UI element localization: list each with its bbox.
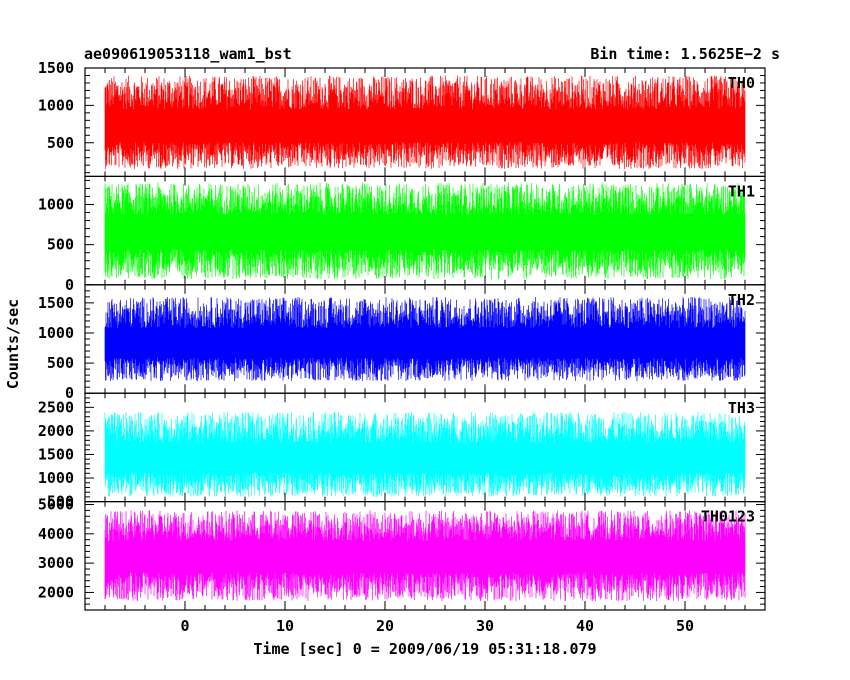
y-tick-label: 2000 bbox=[38, 583, 74, 601]
y-tick-label: 1500 bbox=[38, 445, 74, 463]
y-tick-label: 2500 bbox=[38, 398, 74, 416]
x-tick-label: 0 bbox=[180, 617, 189, 635]
y-tick-label: 0 bbox=[65, 276, 74, 294]
series-trace-th1 bbox=[104, 182, 746, 280]
series-trace-th2 bbox=[104, 296, 746, 382]
x-tick-label: 50 bbox=[676, 617, 694, 635]
x-tick-label: 10 bbox=[276, 617, 294, 635]
series-label-th0: TH0 bbox=[728, 74, 755, 92]
x-tick-label: 40 bbox=[576, 617, 594, 635]
y-tick-label: 1000 bbox=[38, 196, 74, 214]
y-tick-label: 1500 bbox=[38, 59, 74, 77]
series-label-th3: TH3 bbox=[728, 399, 755, 417]
title-right: Bin time: 1.5625E−2 s bbox=[590, 45, 780, 63]
x-axis-label: Time [sec] 0 = 2009/06/19 05:31:18.079 bbox=[253, 640, 596, 658]
series-trace-th3 bbox=[104, 412, 746, 497]
series-label-th2: TH2 bbox=[728, 291, 755, 309]
y-tick-label: 500 bbox=[47, 493, 74, 511]
x-tick-label: 30 bbox=[476, 617, 494, 635]
series-label-th0123: TH0123 bbox=[701, 508, 755, 526]
y-tick-label: 1000 bbox=[38, 469, 74, 487]
x-tick-label: 20 bbox=[376, 617, 394, 635]
y-tick-label: 5000 bbox=[38, 496, 74, 514]
y-tick-label: 500 bbox=[47, 236, 74, 254]
title-left: ae090619053118_wam1_bst bbox=[84, 45, 292, 63]
y-tick-label: 500 bbox=[47, 354, 74, 372]
y-tick-label: 1500 bbox=[38, 294, 74, 312]
series-trace-th0123 bbox=[104, 510, 746, 602]
y-tick-label: 2000 bbox=[38, 422, 74, 440]
y-axis-label: Counts/sec bbox=[4, 299, 22, 389]
y-tick-label: 500 bbox=[47, 134, 74, 152]
y-tick-label: 0 bbox=[65, 384, 74, 402]
y-tick-label: 3000 bbox=[38, 554, 74, 572]
y-tick-label: 1000 bbox=[38, 96, 74, 114]
series-label-th1: TH1 bbox=[728, 182, 755, 200]
y-tick-label: 4000 bbox=[38, 525, 74, 543]
y-tick-label: 1000 bbox=[38, 324, 74, 342]
series-trace-th0 bbox=[104, 75, 746, 169]
